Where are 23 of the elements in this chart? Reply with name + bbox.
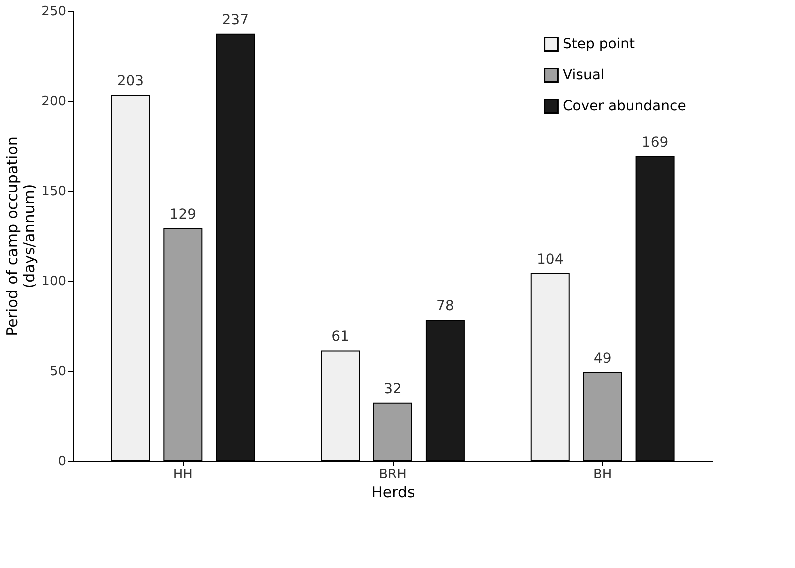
y-tick-label: 0 xyxy=(58,454,66,470)
x-tick-label: BH xyxy=(593,468,612,482)
legend-label: Step point xyxy=(563,36,636,52)
data-label: 203 xyxy=(117,74,144,90)
x-tick-label: BRH xyxy=(379,468,407,482)
x-axis-title: Herds xyxy=(372,484,416,502)
data-label: 78 xyxy=(436,298,454,315)
data-label: 129 xyxy=(170,206,197,223)
y-tick-label: 150 xyxy=(42,184,66,200)
y-tick-label: 250 xyxy=(42,4,66,20)
legend-label: Visual xyxy=(563,68,605,84)
y-axis-title: Period of camp occupation (days/annum) xyxy=(4,136,39,336)
data-label: 169 xyxy=(642,134,669,151)
data-label: 237 xyxy=(222,12,249,28)
data-label: 32 xyxy=(384,381,402,398)
x-tick-label: HH xyxy=(173,468,193,482)
data-label: 49 xyxy=(594,350,612,367)
legend-label: Cover abundance xyxy=(563,98,686,114)
data-label: 104 xyxy=(537,252,564,268)
y-tick-label: 50 xyxy=(50,364,66,380)
y-tick-label: 200 xyxy=(42,94,66,110)
data-label: 61 xyxy=(332,329,350,346)
y-tick-label: 100 xyxy=(42,274,66,290)
